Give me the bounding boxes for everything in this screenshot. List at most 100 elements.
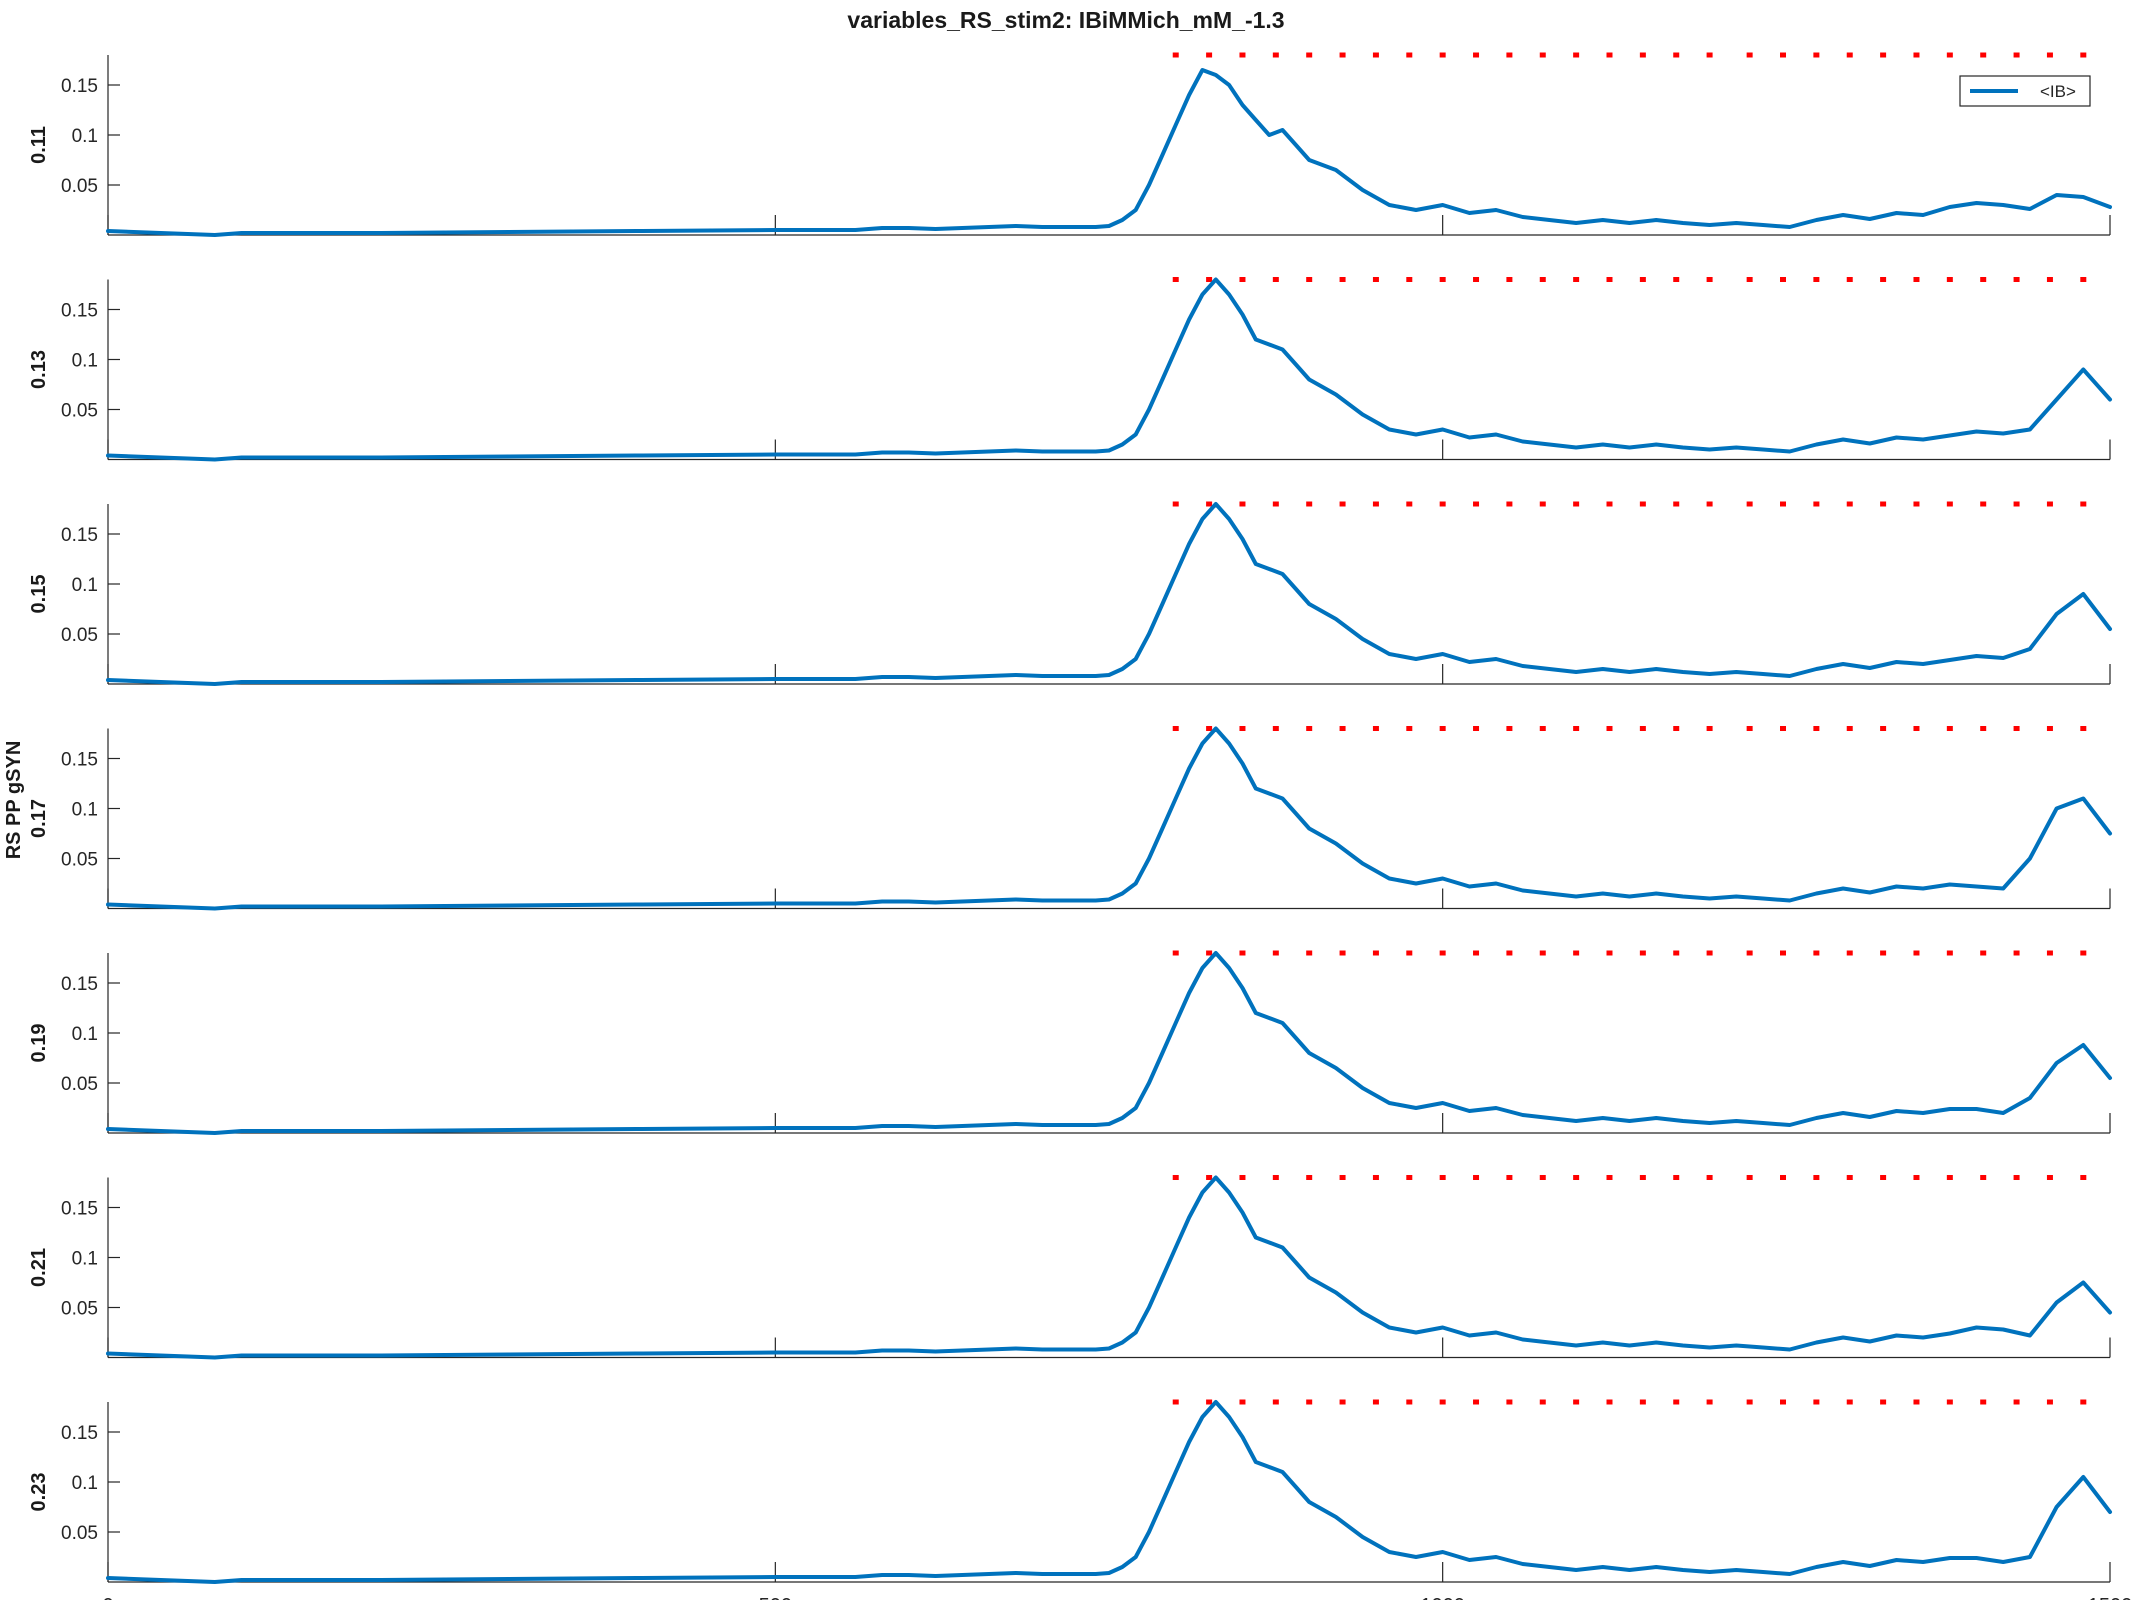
significance-dot — [1206, 950, 1213, 956]
significance-dot — [1706, 1175, 1713, 1180]
significance-dot — [1780, 52, 1787, 58]
significance-dot — [1539, 1399, 1546, 1405]
significance-dot — [1980, 52, 1987, 58]
significance-dot — [1239, 501, 1246, 507]
x-tick-label: 1000 — [1420, 1595, 1465, 1600]
significance-dot — [1913, 950, 1920, 956]
significance-dot — [1606, 501, 1613, 507]
panel-0: 0.05 0.1 0.15 0.11 <IB> — [28, 52, 2112, 237]
significance-dot — [1846, 277, 1853, 282]
significance-dot — [1506, 501, 1513, 507]
significance-dot — [1439, 501, 1446, 507]
significance-dot — [1846, 501, 1853, 507]
significance-dot — [1339, 726, 1346, 731]
significance-dot — [1439, 726, 1446, 731]
significance-dot — [1673, 501, 1680, 507]
panel-2: 0.05 0.1 0.15 0.15 — [28, 501, 2112, 686]
significance-dot — [1639, 726, 1646, 731]
significance-dot — [1946, 726, 1953, 731]
significance-dot — [2046, 52, 2053, 58]
significance-dot — [2046, 1399, 2053, 1405]
significance-dot — [2046, 501, 2053, 507]
y-tick-label: 0.05 — [61, 176, 98, 197]
significance-dot — [1239, 950, 1246, 956]
significance-dot — [1272, 501, 1279, 507]
significance-dot — [1980, 277, 1987, 282]
series-line-<IB> — [106, 1175, 2112, 1360]
panel-label: 0.23 — [28, 1473, 50, 1512]
significance-dot — [1639, 277, 1646, 282]
significance-dot — [1439, 52, 1446, 58]
significance-dot — [2013, 501, 2020, 507]
significance-dot — [1706, 950, 1713, 956]
x-tick-label: 1500 — [2088, 1595, 2133, 1600]
significance-dot — [1306, 950, 1313, 956]
significance-dot — [1846, 52, 1853, 58]
significance-dot — [1206, 1399, 1213, 1405]
significance-dot — [1473, 1175, 1480, 1180]
significance-dot — [1913, 1399, 1920, 1405]
panel-1: 0.05 0.1 0.15 0.13 — [28, 277, 2112, 462]
significance-dot — [1539, 726, 1546, 731]
significance-dot — [1780, 950, 1787, 956]
significance-dot — [1780, 1175, 1787, 1180]
significance-dot — [1573, 52, 1580, 58]
y-axis-group-label: RS PP gSYN — [3, 741, 25, 860]
significance-dot — [1439, 277, 1446, 282]
y-tick-label: 0.15 — [61, 1199, 98, 1220]
significance-dot — [1372, 1175, 1379, 1180]
significance-dot — [1206, 501, 1213, 507]
significance-dot — [1706, 501, 1713, 507]
significance-dot — [1573, 277, 1580, 282]
significance-dot — [1372, 501, 1379, 507]
significance-dot — [1813, 1175, 1820, 1180]
y-tick-label: 0.05 — [61, 625, 98, 646]
significance-dot — [1813, 950, 1820, 956]
significance-dot — [1372, 1399, 1379, 1405]
significance-dot — [1746, 52, 1753, 58]
significance-dot — [1913, 726, 1920, 731]
significance-dot — [1813, 726, 1820, 731]
significance-dot — [2013, 1175, 2020, 1180]
panel-label: 0.21 — [28, 1248, 50, 1287]
significance-dot — [1813, 1399, 1820, 1405]
significance-dot — [1606, 1175, 1613, 1180]
significance-dot — [1746, 1175, 1753, 1180]
significance-dot — [1406, 277, 1413, 282]
significance-dot — [1406, 726, 1413, 731]
significance-dot — [1746, 277, 1753, 282]
significance-dot — [1913, 277, 1920, 282]
significance-dot — [1506, 1175, 1513, 1180]
significance-dot — [1172, 52, 1179, 58]
significance-dot — [1639, 1175, 1646, 1180]
y-tick-label: 0.15 — [61, 301, 98, 322]
y-tick-label: 0.15 — [61, 974, 98, 995]
significance-dot — [1846, 1399, 1853, 1405]
y-tick-label: 0.15 — [61, 76, 98, 97]
significance-dot — [1673, 52, 1680, 58]
significance-dot — [1239, 726, 1246, 731]
y-tick-label: 0.1 — [72, 800, 98, 821]
significance-dot — [1846, 726, 1853, 731]
significance-dot — [1439, 1175, 1446, 1180]
significance-dot — [1406, 1175, 1413, 1180]
significance-dot — [1473, 277, 1480, 282]
y-tick-label: 0.05 — [61, 401, 98, 422]
x-tick-label: 0 — [102, 1595, 113, 1600]
significance-dot — [1639, 950, 1646, 956]
significance-dot — [1946, 52, 1953, 58]
significance-dot — [1272, 1399, 1279, 1405]
significance-dot — [1206, 726, 1213, 731]
significance-dot — [1573, 950, 1580, 956]
significance-dot — [1506, 1399, 1513, 1405]
significance-dot — [2046, 277, 2053, 282]
significance-dot — [1980, 1175, 1987, 1180]
significance-dot — [1172, 726, 1179, 731]
panel-label: 0.15 — [28, 575, 50, 614]
significance-dot — [1306, 52, 1313, 58]
significance-dot — [2046, 1175, 2053, 1180]
significance-dot — [1880, 501, 1887, 507]
significance-dot — [1506, 726, 1513, 731]
x-tick-label: 500 — [759, 1595, 792, 1600]
